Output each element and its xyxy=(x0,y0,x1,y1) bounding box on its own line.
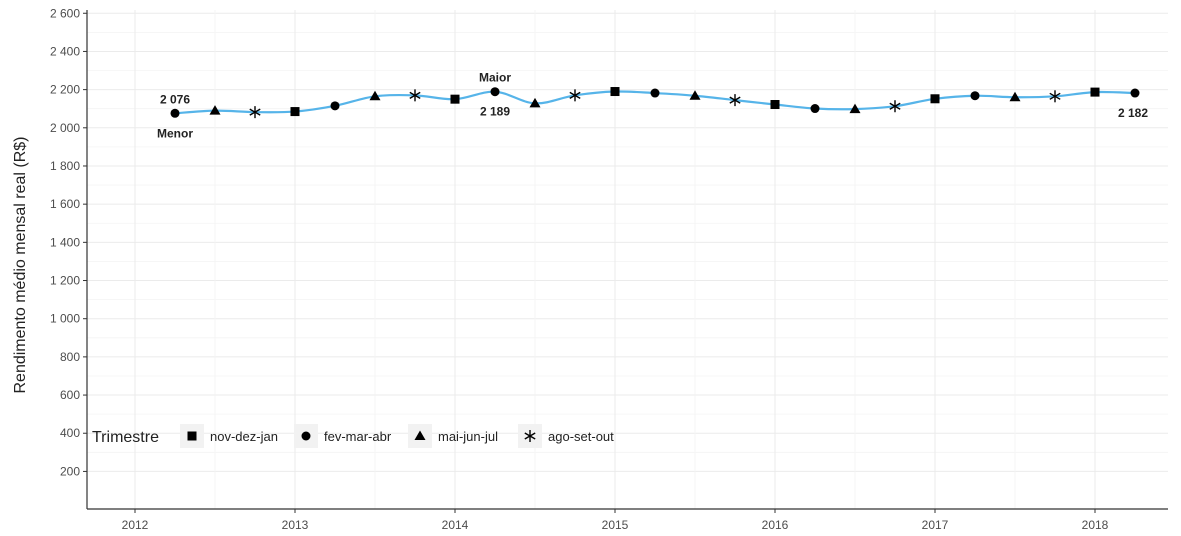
annotation-label: Menor xyxy=(157,126,193,140)
annotation-label: 2 182 xyxy=(1118,106,1148,120)
data-point xyxy=(1130,88,1140,98)
data-point xyxy=(689,90,701,100)
data-point xyxy=(1009,91,1021,102)
data-point xyxy=(369,90,381,101)
y-tick-label: 2 200 xyxy=(50,83,80,97)
legend-label: nov-dez-jan xyxy=(210,429,278,444)
annotation-label: 2 189 xyxy=(480,105,510,119)
x-tick-label: 2016 xyxy=(762,518,789,532)
data-point xyxy=(1049,90,1061,103)
asterisk-stroke xyxy=(889,102,901,110)
y-tick-label: 1 600 xyxy=(50,197,80,211)
x-tick-label: 2018 xyxy=(1082,518,1109,532)
asterisk-stroke xyxy=(569,91,581,99)
data-point xyxy=(930,94,940,104)
annotations: 2 076 Menor Maior 2 189 2 182 xyxy=(157,71,1148,141)
data-point xyxy=(409,89,421,102)
data-point xyxy=(810,104,820,114)
y-tick-label: 2 400 xyxy=(50,44,80,58)
y-tick-label: 800 xyxy=(60,350,80,364)
asterisk-stroke xyxy=(249,108,261,116)
asterisk-stroke xyxy=(524,432,536,440)
data-point xyxy=(770,100,780,110)
x-tick-label: 2013 xyxy=(282,518,309,532)
data-point xyxy=(1090,87,1100,97)
data-point xyxy=(889,100,901,113)
data-point xyxy=(450,94,460,104)
grid-lines xyxy=(87,10,1168,509)
data-point xyxy=(529,97,541,108)
data-point xyxy=(650,88,660,98)
data-point xyxy=(170,108,180,118)
series xyxy=(170,87,1140,119)
y-tick-label: 600 xyxy=(60,388,80,402)
legend-key-symbol xyxy=(524,430,536,442)
data-point xyxy=(209,105,221,115)
y-tick-label: 200 xyxy=(60,464,80,478)
y-tick-label: 2 600 xyxy=(50,6,80,20)
asterisk-stroke xyxy=(729,96,741,104)
legend-entry: mai-jun-jul xyxy=(408,424,498,448)
legend-entry: ago-set-out xyxy=(518,424,614,448)
data-point xyxy=(249,106,261,119)
asterisk-stroke xyxy=(1049,92,1061,100)
x-tick-label: 2015 xyxy=(602,518,629,532)
axes: 200 400 600 800 1 000 1 200 1 400 1 600 1 800 2 0… xyxy=(50,6,1168,532)
legend-key-symbol xyxy=(301,431,311,441)
legend-label: ago-set-out xyxy=(548,429,614,444)
legend-title: Trimestre xyxy=(92,429,159,446)
data-point xyxy=(569,89,581,102)
legend-key-symbol xyxy=(414,430,426,440)
data-point xyxy=(490,87,500,97)
x-tick-label: 2014 xyxy=(442,518,469,532)
legend: Trimestre nov-dez-jan fev-mar-abr mai-jun-j… xyxy=(92,424,614,448)
data-point xyxy=(970,91,980,101)
data-point xyxy=(290,107,300,117)
asterisk-stroke xyxy=(409,91,421,99)
x-tick-label: 2017 xyxy=(922,518,949,532)
legend-key-symbol xyxy=(187,431,197,441)
legend-entry: fev-mar-abr xyxy=(294,424,392,448)
data-point xyxy=(330,101,340,111)
annotation-label: 2 076 xyxy=(160,92,190,106)
y-tick-label: 1 200 xyxy=(50,274,80,288)
annotation-label: Maior xyxy=(479,71,511,85)
legend-label: mai-jun-jul xyxy=(438,429,498,444)
data-point xyxy=(610,87,620,97)
y-axis-title: Rendimento médio mensal real (R$) xyxy=(12,137,29,394)
data-point xyxy=(849,103,861,114)
legend-entry: nov-dez-jan xyxy=(180,424,278,448)
y-tick-label: 400 xyxy=(60,426,80,440)
y-tick-label: 1 400 xyxy=(50,235,80,249)
y-tick-label: 1 000 xyxy=(50,312,80,326)
y-tick-label: 1 800 xyxy=(50,159,80,173)
data-point xyxy=(729,94,741,107)
x-tick-label: 2012 xyxy=(122,518,149,532)
legend-label: fev-mar-abr xyxy=(324,429,392,444)
y-tick-label: 2 000 xyxy=(50,121,80,135)
